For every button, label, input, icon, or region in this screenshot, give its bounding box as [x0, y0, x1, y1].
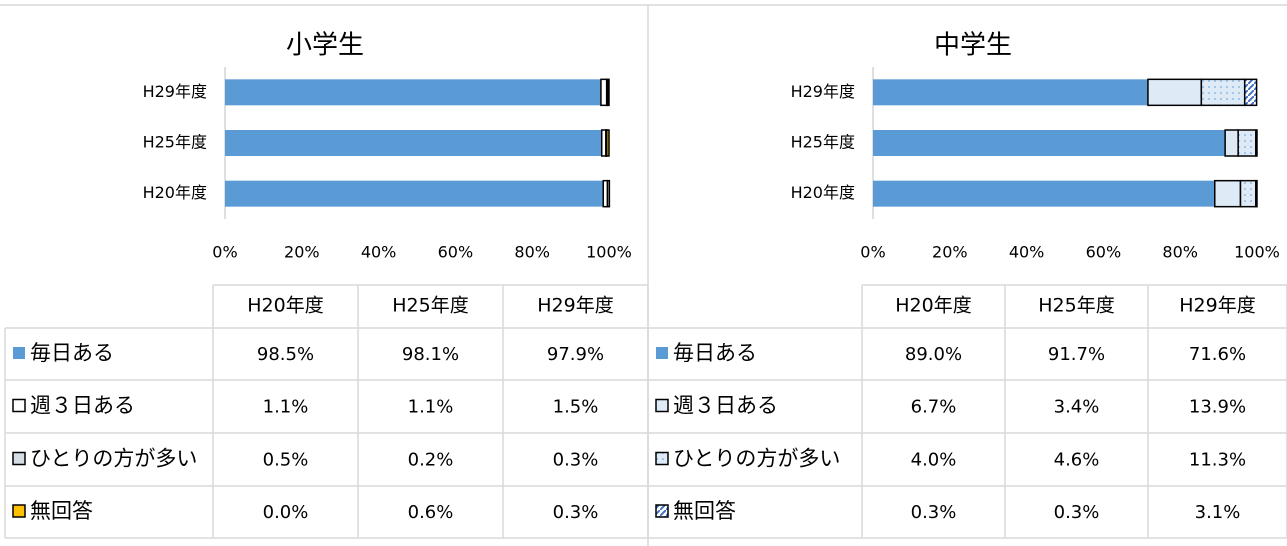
legend-label: 週３日ある [30, 394, 135, 418]
legend-label: 週３日ある [673, 394, 778, 418]
table-cell: 1.1% [408, 397, 454, 418]
legend-swatch [655, 398, 669, 413]
legend-label: ひとりの方が多い [30, 447, 197, 471]
bar-segment [873, 180, 1215, 207]
legend-label: 無回答 [673, 499, 736, 523]
column-header: H29年度 [1179, 295, 1255, 317]
x-tick-label: 60% [1086, 243, 1122, 262]
table-cell: 0.3% [1054, 502, 1100, 523]
x-tick-label: 100% [1234, 243, 1280, 262]
x-tick-label: 100% [586, 243, 632, 262]
legend-label: 毎日ある [30, 341, 114, 365]
y-tick-label: H20年度 [791, 183, 855, 202]
table-cell: 13.9% [1189, 397, 1246, 418]
y-tick-label: H29年度 [791, 82, 855, 101]
bar-segment [1255, 129, 1258, 157]
table-cell: 6.7% [911, 397, 957, 418]
x-tick-label: 80% [514, 243, 550, 262]
table-cell: 4.0% [911, 450, 957, 471]
table-cell: 0.3% [911, 502, 957, 523]
legend-swatch [13, 347, 25, 359]
table-cell: 4.6% [1054, 450, 1100, 471]
bar-segment [225, 130, 602, 156]
x-tick-label: 20% [284, 243, 320, 262]
table-cell: 98.5% [257, 344, 314, 365]
legend-swatch [655, 451, 669, 466]
bar-segment [1147, 78, 1203, 107]
table-cell: 11.3% [1189, 450, 1246, 471]
column-header: H25年度 [392, 295, 468, 317]
x-tick-label: 20% [932, 243, 968, 262]
bar-segment [1255, 179, 1258, 208]
bar-segment [1243, 78, 1258, 107]
legend-label: 無回答 [30, 499, 93, 523]
bar-segment [606, 179, 611, 208]
bar-segment [607, 78, 610, 107]
y-tick-label: H20年度 [143, 183, 207, 202]
x-tick-label: 80% [1162, 243, 1198, 262]
bar-segment [1224, 129, 1239, 157]
bar-segment [225, 180, 604, 207]
legend-swatch [656, 347, 668, 359]
bar-segment [1237, 129, 1257, 157]
legend-swatch [12, 504, 26, 518]
bar-segment [225, 79, 601, 106]
chart-title: 中学生 [934, 31, 1012, 61]
x-tick-label: 40% [361, 243, 397, 262]
table-cell: 89.0% [905, 344, 962, 365]
table-cell: 0.0% [263, 502, 309, 523]
bar-segment [605, 129, 610, 157]
x-tick-label: 0% [860, 243, 885, 262]
table-cell: 1.1% [263, 397, 309, 418]
table-cell: 1.5% [553, 397, 599, 418]
legend-label: ひとりの方が多い [673, 447, 840, 471]
bar-segment [600, 78, 608, 107]
legend-swatch [655, 504, 669, 518]
column-header: H25年度 [1038, 295, 1114, 317]
bar-segment [873, 79, 1148, 106]
column-header: H20年度 [895, 295, 971, 317]
column-header: H20年度 [247, 295, 323, 317]
x-tick-label: 60% [438, 243, 474, 262]
bar-segment [1239, 179, 1257, 208]
table-cell: 0.2% [408, 450, 454, 471]
table-cell: 3.1% [1195, 502, 1241, 523]
table-cell: 98.1% [402, 344, 459, 365]
table-cell: 0.3% [553, 450, 599, 471]
table-cell: 71.6% [1189, 344, 1246, 365]
x-tick-label: 40% [1009, 243, 1045, 262]
bar-segment [1200, 78, 1246, 107]
y-tick-label: H25年度 [143, 133, 207, 152]
y-tick-label: H29年度 [143, 82, 207, 101]
x-tick-label: 0% [212, 243, 237, 262]
table-cell: 0.3% [553, 502, 599, 523]
table-cell: 97.9% [547, 344, 604, 365]
legend-swatch [12, 451, 26, 466]
bar-segment [873, 130, 1226, 156]
legend-swatch [12, 398, 26, 413]
legend-label: 毎日ある [673, 341, 757, 365]
chart-title: 小学生 [286, 31, 364, 61]
y-tick-label: H25年度 [791, 133, 855, 152]
table-cell: 3.4% [1054, 397, 1100, 418]
bar-segment [1214, 179, 1242, 208]
column-header: H29年度 [537, 295, 613, 317]
table-cell: 91.7% [1048, 344, 1105, 365]
table-cell: 0.6% [408, 502, 454, 523]
table-cell: 0.5% [263, 450, 309, 471]
